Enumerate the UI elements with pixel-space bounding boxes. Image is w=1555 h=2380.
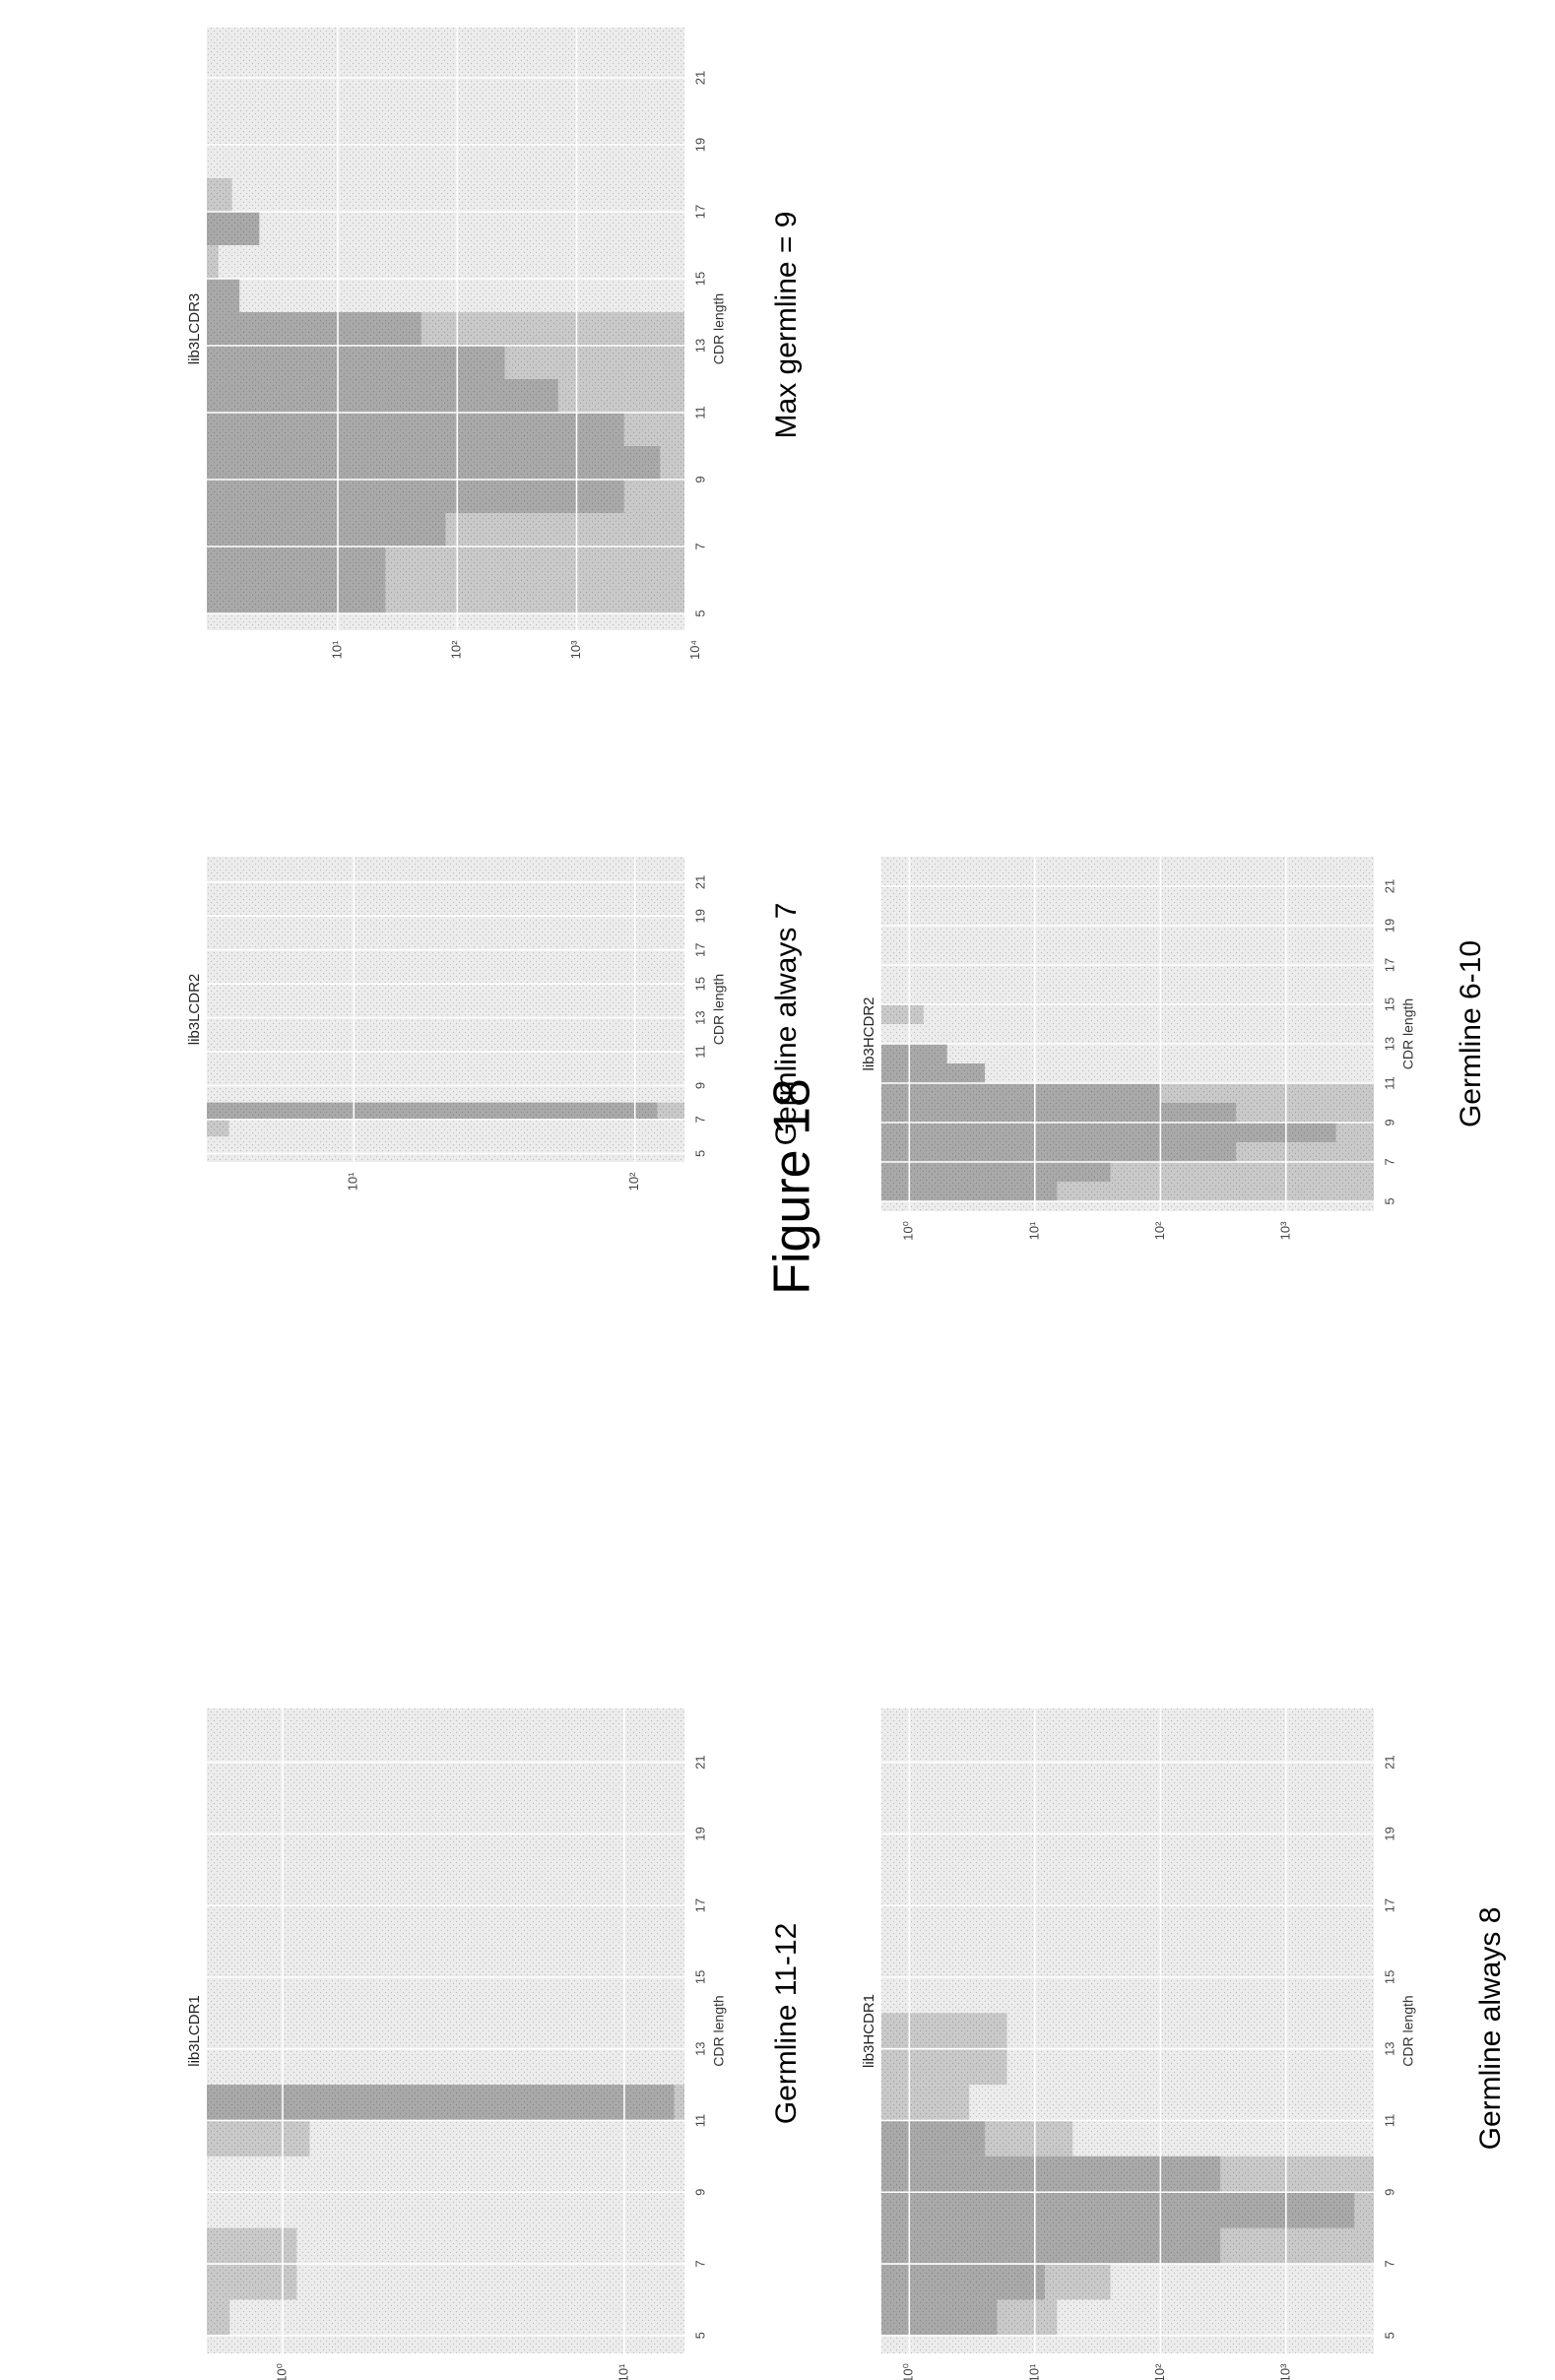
- x-tick-label: 21: [1382, 879, 1396, 893]
- x-tick-label: 21: [1382, 1755, 1396, 1769]
- x-tick-label: 13: [692, 1010, 707, 1024]
- y-tick-label: 10⁰: [274, 2363, 289, 2380]
- figure-title: Figure 18: [764, 1078, 821, 1295]
- chart-panels: 5 7 9 11 13 15 17 19 21 10⁰ 10¹ lib3LCDR1 CDR length…: [186, 28, 1507, 2380]
- x-tick-label: 15: [1382, 1970, 1396, 1984]
- x-tick-label: 15: [692, 977, 707, 991]
- x-tick-label: 5: [692, 2332, 707, 2339]
- x-tick-label: 9: [1382, 2189, 1396, 2196]
- x-tick-label: 19: [692, 1827, 707, 1840]
- x-axis-label: CDR length: [711, 293, 727, 364]
- y-tick-label: 10¹: [1026, 1221, 1041, 1240]
- x-tick-label: 7: [692, 1116, 707, 1123]
- x-tick-label: 17: [692, 942, 707, 956]
- x-tick-label: 5: [692, 610, 707, 616]
- plot-texture: [207, 857, 684, 1162]
- y-tick-label: 10¹: [329, 640, 344, 659]
- panel-title: lib3HCDR1: [861, 1994, 877, 2068]
- panel-title: lib3LCDR2: [186, 974, 203, 1046]
- x-tick-label: 19: [692, 138, 707, 152]
- x-tick-label: 11: [692, 406, 707, 419]
- x-tick-label: 9: [692, 2189, 707, 2196]
- x-tick-label: 11: [1382, 1076, 1396, 1090]
- x-tick-label: 7: [1382, 2260, 1396, 2267]
- y-tick-label: 10²: [626, 1172, 641, 1190]
- x-tick-label: 9: [692, 476, 707, 482]
- x-tick-label: 13: [1382, 1037, 1396, 1051]
- x-tick-label: 17: [692, 1898, 707, 1912]
- x-axis-label: CDR length: [711, 1995, 727, 2066]
- y-tick-label: 10²: [449, 640, 464, 659]
- x-axis-label: CDR length: [711, 974, 727, 1045]
- x-tick-label: 21: [692, 71, 707, 85]
- x-tick-label: 21: [692, 875, 707, 889]
- y-tick-label: 10²: [1152, 2363, 1167, 2380]
- chart-panel: 5 7 9 11 13 15 17 19 21 10⁰ 10¹ lib3LCDR1 CDR length…: [186, 1708, 803, 2380]
- plot-texture: [207, 28, 684, 630]
- chart-panel: 5 7 9 11 13 15 17 19 21 10⁰ 10¹ 10² 10³ lib3HCDR2 CDR …: [861, 857, 1487, 1241]
- y-tick-label: 10¹: [1026, 2363, 1041, 2380]
- y-tick-label: 10⁰: [901, 1221, 916, 1241]
- x-tick-label: 13: [1382, 2041, 1396, 2055]
- x-tick-label: 21: [692, 1755, 707, 1769]
- x-tick-label: 11: [692, 1045, 707, 1059]
- x-tick-label: 17: [1382, 958, 1396, 972]
- chart-panel: 5 7 9 11 13 15 17 19 21 10⁰ 10¹ 10² 10³ lib3HCDR1 CDR …: [861, 1708, 1507, 2380]
- y-tick-label: 10³: [568, 640, 583, 659]
- x-tick-label: 19: [1382, 919, 1396, 933]
- x-tick-label: 17: [1382, 1898, 1396, 1912]
- x-tick-label: 9: [1382, 1119, 1396, 1126]
- chart-panel: 5 7 9 11 13 15 17 19 21 10¹ 10² 10³ 10⁴ lib3LCDR3 CDR …: [186, 28, 803, 660]
- x-tick-label: 19: [1382, 1827, 1396, 1840]
- y-tick-label: 10¹: [346, 1172, 360, 1190]
- x-axis-label: CDR length: [1400, 998, 1416, 1069]
- panel-title: lib3LCDR1: [186, 1995, 203, 2067]
- y-tick-label: 10¹: [616, 2363, 630, 2380]
- x-tick-label: 11: [1382, 2114, 1396, 2128]
- x-tick-label: 7: [1382, 1158, 1396, 1165]
- panel-caption: Germline always 7: [770, 903, 803, 1146]
- x-tick-label: 15: [1382, 997, 1396, 1011]
- x-tick-label: 13: [692, 2041, 707, 2055]
- x-tick-label: 15: [692, 1970, 707, 1984]
- y-tick-label: 10⁰: [901, 2363, 916, 2380]
- plot-texture: [207, 1708, 684, 2353]
- x-tick-label: 5: [1382, 1197, 1396, 1204]
- x-tick-label: 11: [692, 2114, 707, 2128]
- panel-caption: Germline always 8: [1474, 1907, 1507, 2151]
- plot-texture: [881, 1708, 1374, 2353]
- panel-title: lib3LCDR3: [186, 293, 203, 365]
- y-tick-label: 10³: [1277, 1221, 1292, 1240]
- x-tick-label: 7: [692, 543, 707, 549]
- chart-panel: 5 7 9 11 13 15 17 19 21 10¹ 10² lib3LCDR2 CDR length…: [186, 857, 803, 1190]
- y-tick-label: 10²: [1152, 1221, 1167, 1240]
- y-tick-label: 10³: [1277, 2363, 1292, 2380]
- x-tick-label: 15: [692, 272, 707, 286]
- x-tick-label: 13: [692, 339, 707, 353]
- panel-caption: Germline 6-10: [1455, 940, 1487, 1127]
- x-axis-label: CDR length: [1400, 1995, 1416, 2066]
- x-tick-label: 17: [692, 205, 707, 219]
- panel-title: lib3HCDR2: [861, 997, 877, 1070]
- x-tick-label: 5: [1382, 2332, 1396, 2339]
- x-tick-label: 19: [692, 909, 707, 923]
- panel-caption: Germline 11-12: [770, 1923, 803, 2125]
- panel-caption: Max germline = 9: [770, 212, 803, 439]
- x-tick-label: 9: [692, 1082, 707, 1089]
- x-tick-label: 5: [692, 1150, 707, 1157]
- plot-texture: [881, 857, 1374, 1211]
- x-tick-label: 7: [692, 2260, 707, 2267]
- y-tick-label: 10⁴: [687, 640, 702, 660]
